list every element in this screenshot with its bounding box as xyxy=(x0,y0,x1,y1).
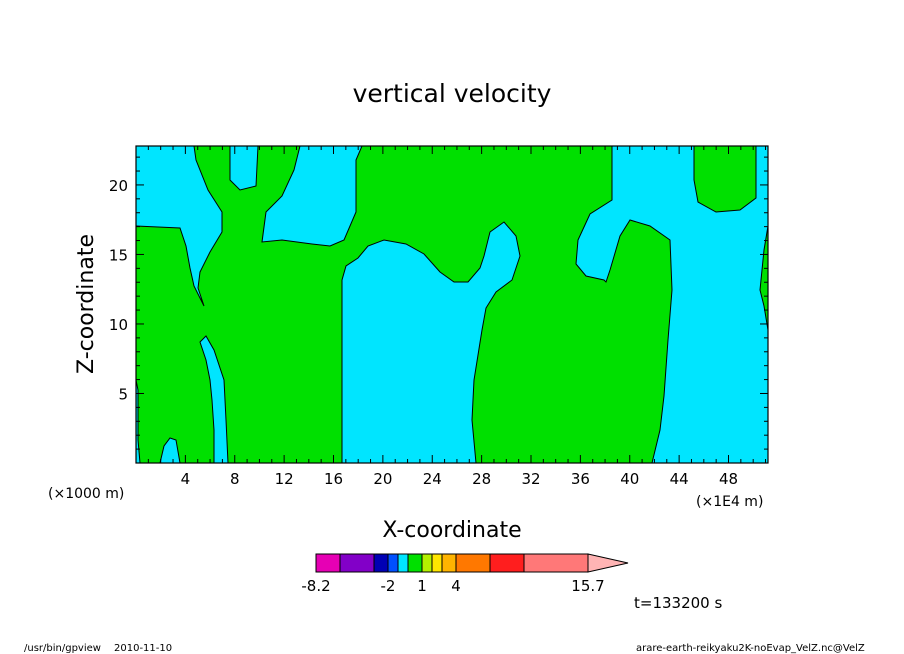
colorbar-bin xyxy=(315,553,341,573)
colorbar-label: 1 xyxy=(417,577,427,595)
contour-region-upper-left xyxy=(136,146,673,463)
contour-regions xyxy=(136,146,768,463)
x-tick-label: 28 xyxy=(472,470,491,488)
colorbar xyxy=(315,553,629,573)
x-tick-label: 12 xyxy=(275,470,294,488)
colorbar-bin xyxy=(387,553,399,573)
footer-program: /usr/bin/gpview xyxy=(24,643,101,654)
footer-date: 2010-11-10 xyxy=(114,643,172,654)
x-axis-ticks: 4 8 12 16 20 24 28 32 36 40 44 48 xyxy=(147,146,767,488)
x-tick-label: 36 xyxy=(571,470,590,488)
plot-area xyxy=(135,145,769,464)
colorbar-label: 15.7 xyxy=(571,577,604,595)
contour-region-right-edge xyxy=(759,225,768,331)
colorbar-bin xyxy=(421,553,433,573)
colorbar-label: 4 xyxy=(451,577,461,595)
colorbar-bin xyxy=(339,553,375,573)
colorbar-bin xyxy=(489,553,525,573)
y-tick-label: 5 xyxy=(118,385,128,403)
x-unit-right: (×1E4 m) xyxy=(696,494,763,510)
x-tick-label: 20 xyxy=(373,470,392,488)
plot-frame xyxy=(135,145,769,464)
colorbar-bin xyxy=(397,553,409,573)
colorbar-extend-triangle xyxy=(587,553,629,573)
colorbar-bin xyxy=(373,553,389,573)
colorbar-bin xyxy=(407,553,423,573)
colorbar-labels: -8.2 -2 1 4 15.7 xyxy=(301,577,604,595)
colorbar-label: -8.2 xyxy=(301,577,330,595)
x-tick-label: 48 xyxy=(719,470,738,488)
y-tick-label: 15 xyxy=(109,246,128,264)
colorbar-bin xyxy=(431,553,443,573)
colorbar-bin xyxy=(455,553,491,573)
x-axis-label: X-coordinate xyxy=(382,518,521,543)
contour-region-upper-right xyxy=(693,146,757,213)
time-label: t=133200 s xyxy=(634,594,722,612)
x-tick-label: 40 xyxy=(620,470,639,488)
colorbar-bin xyxy=(523,553,589,573)
x-tick-label: 24 xyxy=(423,470,442,488)
x-tick-label: 44 xyxy=(670,470,689,488)
x-tick-label: 8 xyxy=(230,470,240,488)
colorbar-label: -2 xyxy=(381,577,396,595)
x-tick-label: 4 xyxy=(181,470,191,488)
y-axis-ticks: 5 10 15 20 xyxy=(109,156,768,450)
colorbar-bin xyxy=(441,553,457,573)
y-tick-label: 10 xyxy=(109,316,128,334)
x-unit-left: (×1000 m) xyxy=(48,486,124,502)
y-axis-label: Z-coordinate xyxy=(74,234,99,374)
y-tick-label: 20 xyxy=(109,177,128,195)
chart-title: vertical velocity xyxy=(353,79,552,108)
x-tick-label: 32 xyxy=(521,470,540,488)
footer-source: arare-earth-reikyaku2K-noEvap_VelZ.nc@Ve… xyxy=(636,643,865,654)
x-tick-label: 16 xyxy=(324,470,343,488)
